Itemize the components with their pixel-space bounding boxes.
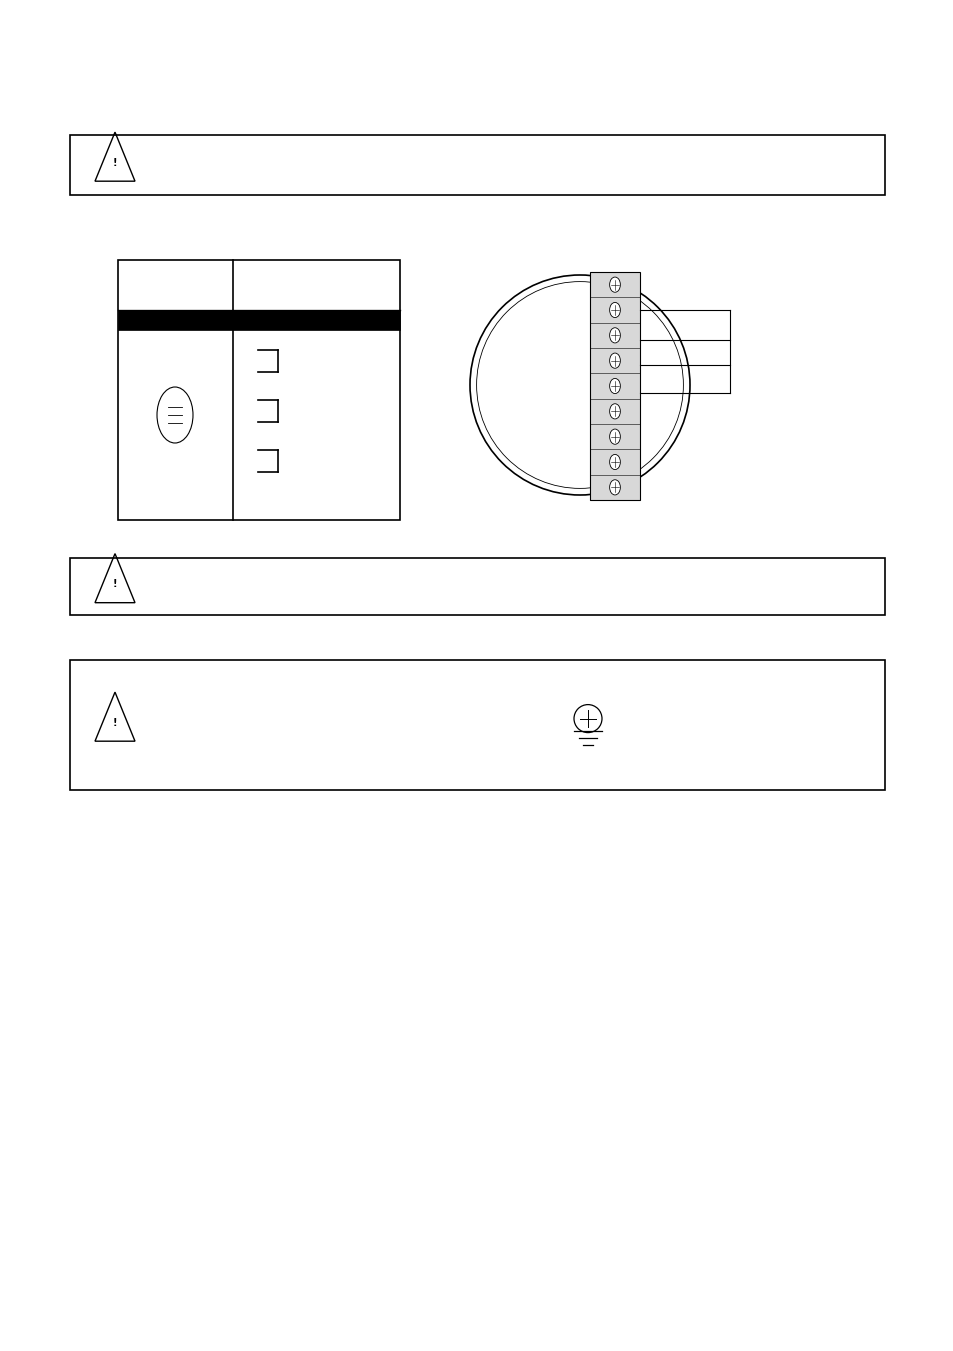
Bar (118, 259, 399, 520)
Circle shape (609, 454, 619, 470)
Circle shape (609, 277, 619, 292)
Circle shape (609, 404, 619, 419)
Text: !: ! (112, 580, 117, 589)
Circle shape (609, 353, 619, 369)
Ellipse shape (574, 705, 601, 732)
Bar (70, 135, 884, 195)
Bar (70, 661, 884, 790)
Circle shape (609, 328, 619, 343)
Bar (70, 558, 884, 615)
Circle shape (609, 480, 619, 494)
Text: !: ! (112, 158, 117, 168)
Bar (589, 272, 639, 500)
Circle shape (609, 378, 619, 393)
Circle shape (609, 303, 619, 317)
Circle shape (609, 430, 619, 444)
Text: !: ! (112, 717, 117, 728)
Bar (118, 309, 399, 330)
